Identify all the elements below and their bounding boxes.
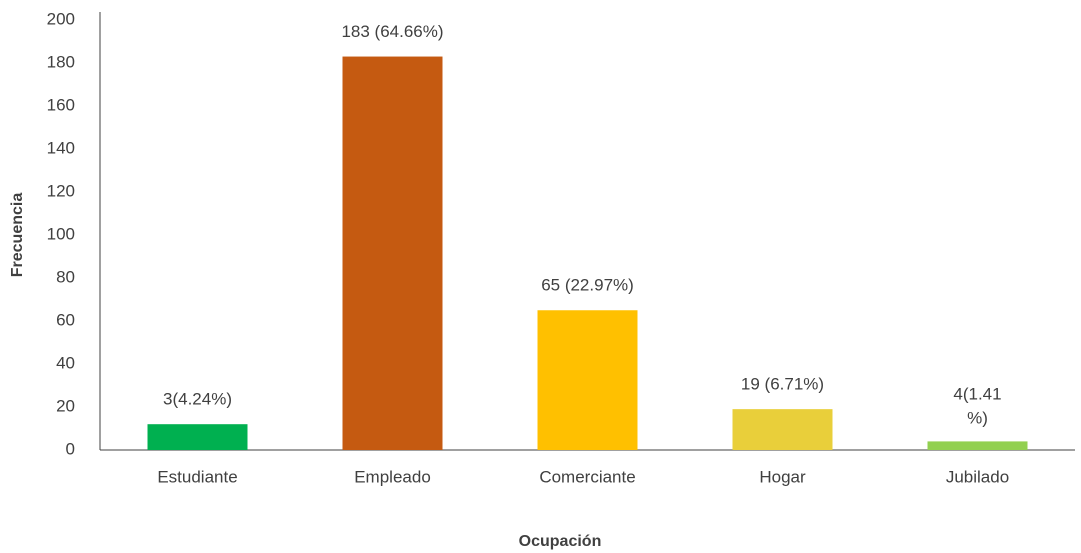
data-label: 4(1.41%) [953, 385, 1001, 428]
data-label: 19 (6.71%) [741, 375, 824, 394]
x-tick-label: Estudiante [157, 467, 237, 486]
y-tick-label: 100 [47, 224, 75, 243]
data-label-line: %) [967, 409, 988, 428]
data-label: 3(4.24%) [163, 390, 232, 409]
y-tick-label: 20 [56, 396, 75, 415]
bar [537, 310, 638, 450]
y-tick-label: 40 [56, 353, 75, 372]
y-tick-label: 0 [66, 439, 75, 458]
y-tick-label: 120 [47, 181, 75, 200]
bar [147, 424, 248, 450]
data-label-line: 4(1.41 [953, 385, 1001, 404]
x-axis-title: Ocupación [519, 533, 602, 550]
y-tick-label: 200 [47, 9, 75, 28]
bar [732, 409, 833, 450]
bar [927, 441, 1028, 450]
x-tick-label: Empleado [354, 467, 431, 486]
y-tick-label: 180 [47, 52, 75, 71]
x-tick-label: Jubilado [946, 467, 1009, 486]
y-tick-label: 60 [56, 310, 75, 329]
data-label: 183 (64.66%) [341, 22, 443, 41]
y-tick-label: 80 [56, 267, 75, 286]
data-label: 65 (22.97%) [541, 276, 634, 295]
bar [342, 56, 443, 451]
x-tick-label: Comerciante [539, 467, 635, 486]
y-tick-label: 140 [47, 138, 75, 157]
x-tick-label: Hogar [759, 467, 806, 486]
y-tick-label: 160 [47, 95, 75, 114]
y-axis-title: Frecuencia [9, 193, 26, 278]
